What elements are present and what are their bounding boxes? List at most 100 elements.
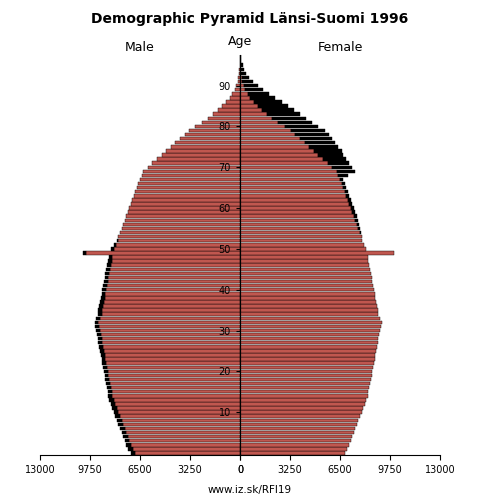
Bar: [208, 116, 240, 120]
Bar: [240, 447, 347, 450]
Bar: [94, 320, 98, 324]
Bar: [138, 182, 240, 186]
Bar: [98, 337, 102, 340]
Bar: [202, 120, 240, 124]
Bar: [107, 284, 240, 288]
Bar: [102, 312, 240, 316]
Bar: [262, 108, 294, 112]
Title: Male: Male: [125, 41, 155, 54]
Bar: [342, 182, 344, 186]
Bar: [108, 260, 112, 263]
Bar: [344, 190, 348, 194]
Bar: [346, 194, 349, 198]
Bar: [239, 72, 240, 75]
Bar: [109, 378, 240, 381]
Bar: [101, 333, 240, 336]
Bar: [352, 210, 356, 214]
Bar: [240, 145, 309, 148]
Bar: [240, 182, 342, 186]
Bar: [109, 256, 112, 259]
Bar: [240, 88, 246, 92]
Bar: [102, 341, 240, 344]
Bar: [240, 60, 242, 63]
Bar: [240, 251, 394, 254]
Bar: [140, 178, 240, 181]
Bar: [116, 402, 240, 406]
Bar: [108, 394, 112, 398]
Bar: [108, 280, 240, 283]
Bar: [248, 92, 269, 96]
Bar: [240, 104, 258, 108]
Bar: [240, 247, 366, 250]
Bar: [238, 76, 240, 79]
Bar: [240, 210, 352, 214]
Bar: [118, 235, 240, 238]
Text: Demographic Pyramid Länsi-Suomi 1996: Demographic Pyramid Länsi-Suomi 1996: [92, 12, 408, 26]
Bar: [240, 272, 371, 275]
Bar: [103, 304, 240, 308]
Bar: [240, 243, 364, 246]
Bar: [114, 243, 116, 246]
Bar: [240, 390, 368, 394]
Bar: [240, 112, 267, 116]
Bar: [240, 186, 343, 190]
Bar: [128, 435, 240, 438]
Bar: [240, 308, 378, 312]
Bar: [240, 276, 372, 279]
Bar: [104, 276, 108, 279]
Bar: [240, 443, 349, 446]
Bar: [120, 231, 240, 234]
Bar: [101, 354, 104, 356]
Bar: [240, 382, 370, 386]
Bar: [240, 386, 369, 390]
Bar: [102, 288, 106, 292]
Bar: [104, 296, 240, 300]
Bar: [240, 300, 376, 304]
Bar: [240, 288, 374, 292]
Bar: [109, 398, 114, 402]
Bar: [218, 108, 240, 112]
Bar: [318, 154, 343, 156]
Bar: [240, 337, 378, 340]
Bar: [99, 345, 103, 348]
Bar: [240, 80, 242, 84]
Bar: [114, 247, 240, 250]
Bar: [136, 451, 240, 454]
Bar: [240, 324, 381, 328]
Bar: [240, 162, 328, 165]
Bar: [240, 256, 368, 259]
Bar: [240, 154, 318, 156]
Bar: [240, 202, 349, 205]
Bar: [258, 104, 288, 108]
Bar: [152, 162, 240, 165]
Bar: [291, 129, 324, 132]
Bar: [240, 68, 244, 71]
Bar: [240, 345, 377, 348]
Bar: [240, 239, 362, 242]
Bar: [102, 308, 240, 312]
Bar: [240, 194, 346, 198]
Bar: [112, 260, 240, 263]
Bar: [109, 272, 240, 275]
Bar: [241, 72, 246, 75]
Bar: [240, 370, 372, 373]
Bar: [309, 145, 338, 148]
Bar: [242, 80, 253, 84]
Bar: [240, 92, 248, 96]
Text: Age: Age: [228, 34, 252, 48]
Bar: [240, 96, 250, 100]
Bar: [103, 366, 107, 369]
Bar: [240, 264, 369, 267]
Bar: [332, 166, 352, 169]
Bar: [242, 76, 249, 79]
Bar: [240, 341, 378, 344]
Bar: [100, 300, 104, 304]
Bar: [351, 206, 354, 210]
Bar: [108, 390, 112, 394]
Bar: [102, 362, 106, 365]
Bar: [234, 88, 240, 92]
Bar: [240, 422, 357, 426]
Bar: [240, 268, 370, 271]
Bar: [111, 264, 240, 267]
Bar: [304, 141, 336, 144]
